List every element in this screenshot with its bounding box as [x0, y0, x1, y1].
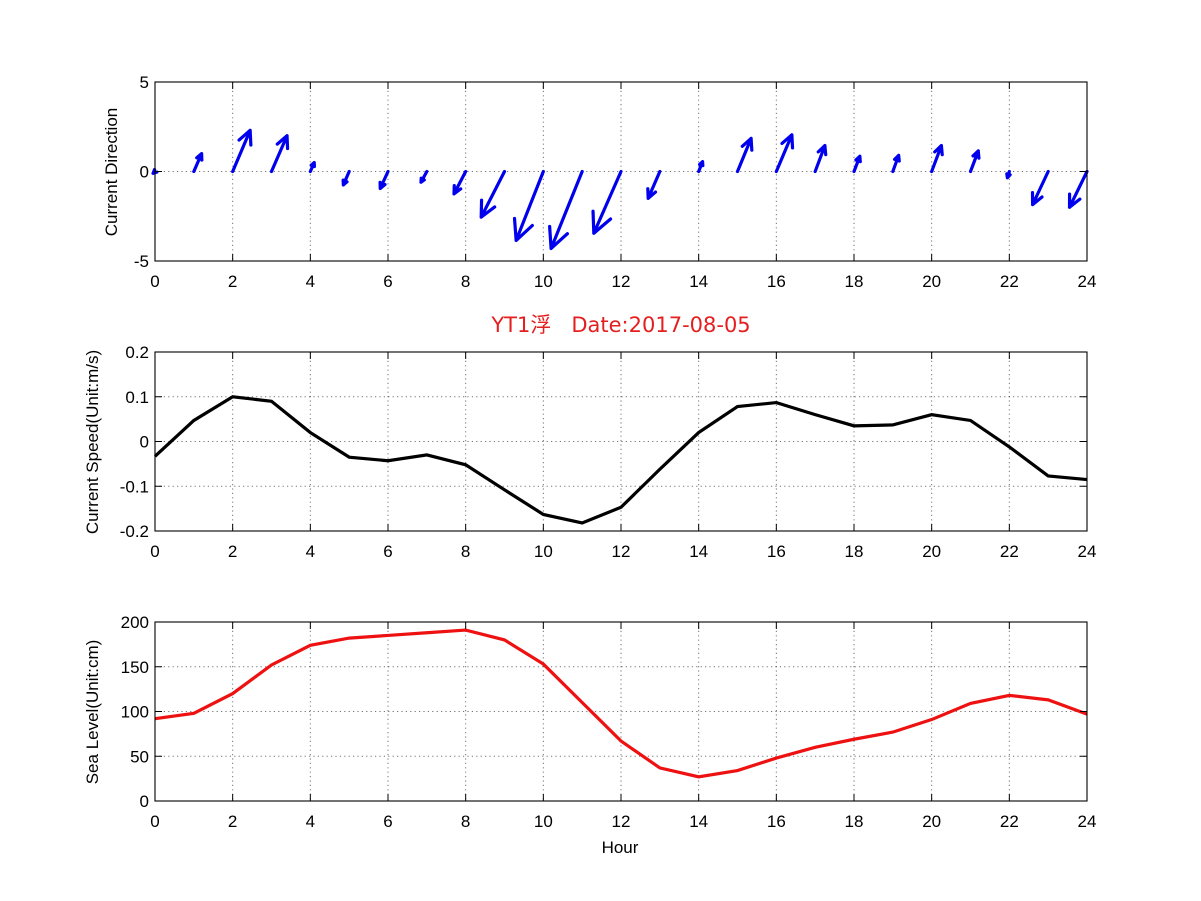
direction-arrow: [813, 143, 828, 174]
direction-arrow: [452, 169, 468, 196]
x-tick-label: 14: [689, 542, 708, 561]
x-tick-label: 2: [228, 812, 237, 831]
direction-arrow: [930, 143, 944, 174]
x-tick-label: 20: [922, 272, 941, 291]
y-tick-label: 5: [140, 73, 149, 92]
direction-arrow: [378, 169, 390, 191]
x-tick-label: 14: [689, 272, 708, 291]
direction-arrow: [231, 128, 253, 174]
y-tick-label: -0.1: [120, 477, 149, 496]
current-speed-plot: 0 2 4 6 8 10 12 14 16 18 20 22 24-0.2-0.100.10.2: [120, 343, 1097, 561]
x-tick-label: 10: [534, 542, 553, 561]
x-tick-label: 8: [461, 812, 470, 831]
y-tick-label: 0: [140, 433, 149, 452]
x-tick-label: 18: [845, 812, 864, 831]
direction-arrow: [735, 136, 754, 174]
direction-arrow: [968, 149, 981, 174]
current-direction-plot: 0 2 4 6 8 10 12 14 16 18 20 22 24-505: [134, 73, 1097, 291]
x-tick-label: 22: [1000, 542, 1019, 561]
x-tick-label: 6: [383, 272, 392, 291]
x-tick-label: 2: [228, 272, 237, 291]
x-tick-label: 6: [383, 542, 392, 561]
x-tick-label: 4: [306, 812, 315, 831]
series-line: [153, 395, 1088, 525]
x-tick-label: 12: [612, 812, 631, 831]
x-tick-label: 12: [612, 542, 631, 561]
direction-arrow: [308, 160, 316, 174]
x-tick-label: 10: [534, 272, 553, 291]
direction-arrow: [891, 153, 901, 174]
direction-arrow: [1067, 169, 1089, 209]
direction-arrow: [697, 160, 705, 174]
direction-arrow: [512, 169, 545, 243]
x-tick-label: 14: [689, 812, 708, 831]
y-tick-label: 0: [140, 163, 149, 182]
x-tick-label: 12: [612, 272, 631, 291]
x-tick-label: 0: [150, 272, 159, 291]
x-tick-label: 20: [922, 812, 941, 831]
chart-title: YT1浮 Date:2017-08-05: [490, 313, 750, 337]
direction-arrow: [1005, 169, 1012, 180]
x-tick-label: 24: [1078, 542, 1097, 561]
x-tick-label: 24: [1078, 272, 1097, 291]
y-tick-label: 0.1: [125, 388, 149, 407]
sea-level-ylabel: Sea Level(Unit:cm): [83, 640, 102, 785]
x-tick-label: 22: [1000, 812, 1019, 831]
x-tick-label: 8: [461, 272, 470, 291]
x-tick-label: 20: [922, 542, 941, 561]
direction-arrow: [548, 169, 584, 251]
sea-level-xlabel: Hour: [602, 838, 639, 857]
x-tick-label: 10: [534, 812, 553, 831]
x-tick-label: 8: [461, 542, 470, 561]
x-tick-label: 18: [845, 272, 864, 291]
direction-arrow: [774, 133, 795, 174]
direction-arrow: [419, 169, 429, 184]
x-tick-label: 2: [228, 542, 237, 561]
y-tick-label: 100: [121, 703, 149, 722]
current-direction-ylabel: Current Direction: [102, 108, 121, 237]
x-tick-label: 6: [383, 812, 392, 831]
direction-arrow: [341, 169, 351, 187]
x-tick-label: 22: [1000, 272, 1019, 291]
direction-arrow: [192, 152, 204, 174]
y-tick-label: 150: [121, 658, 149, 677]
y-tick-label: 50: [130, 747, 149, 766]
x-tick-label: 18: [845, 542, 864, 561]
direction-arrow: [1030, 169, 1050, 207]
series-line: [154, 628, 1088, 779]
y-tick-label: -0.2: [120, 522, 149, 541]
x-tick-label: 0: [150, 542, 159, 561]
x-tick-label: 4: [306, 272, 315, 291]
direction-arrow: [646, 169, 662, 200]
direction-arrow: [269, 134, 290, 174]
x-tick-label: 4: [306, 542, 315, 561]
direction-arrow: [479, 169, 507, 219]
x-tick-label: 16: [767, 542, 786, 561]
y-tick-label: 200: [121, 613, 149, 632]
x-tick-label: 24: [1078, 812, 1097, 831]
y-tick-label: -5: [134, 252, 149, 271]
y-tick-label: 0: [140, 792, 149, 811]
x-tick-label: 0: [150, 812, 159, 831]
direction-arrow: [591, 169, 623, 235]
direction-arrow: [852, 154, 862, 174]
current-speed-ylabel: Current Speed(Unit:m/s): [83, 350, 102, 534]
x-tick-label: 16: [767, 272, 786, 291]
x-tick-label: 16: [767, 812, 786, 831]
y-tick-label: 0.2: [125, 343, 149, 362]
